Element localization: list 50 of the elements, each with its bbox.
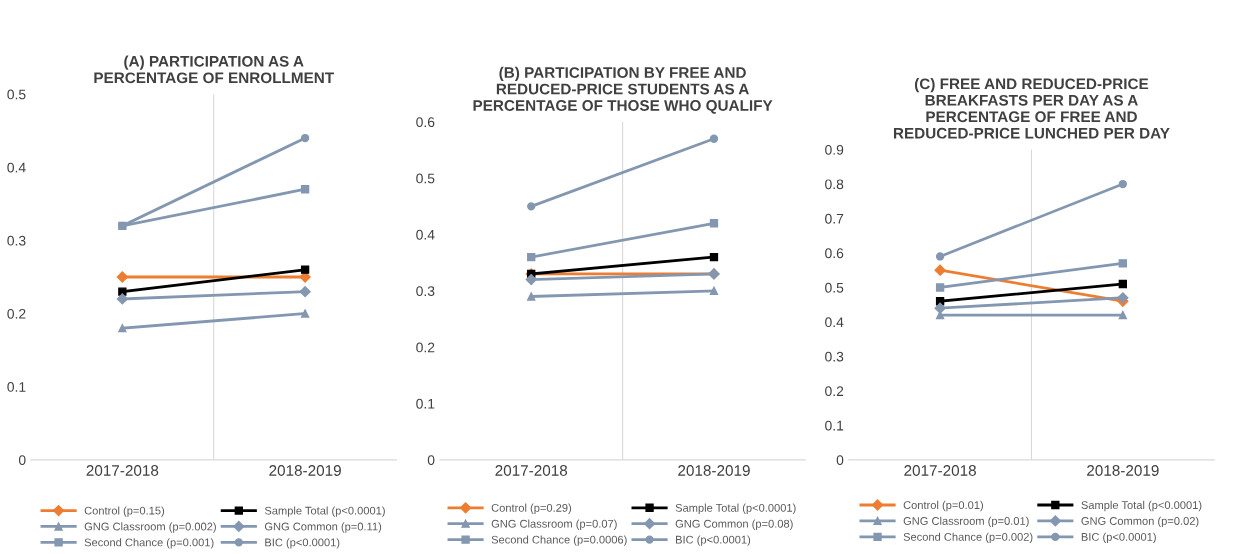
y-tick-label: 0 [18, 455, 26, 465]
chart-title: (A) PARTICIPATION AS A PERCENTAGE OF ENROLLMENT [94, 55, 334, 84]
y-tick-label: 0.1 [825, 420, 844, 431]
y-tick-label: 0.5 [825, 282, 844, 293]
legend-label: BIC (p<0.0001) [1081, 532, 1156, 544]
legend-label: Second Chance (p=0.002) [903, 532, 1033, 544]
y-tick-label: 0.4 [825, 317, 844, 328]
y-tick-label: 0.5 [416, 173, 435, 184]
legend-label: GNG Common (p=0.08) [675, 519, 793, 530]
y-tick-label: 0.6 [416, 117, 435, 128]
y-tick-label: 0.9 [825, 144, 844, 155]
legend-label: Sample Total (p<0.0001) [264, 506, 385, 517]
x-tick-label: 2018-2019 [1087, 465, 1159, 476]
legend-label: Second Chance (p=0.0006) [491, 535, 627, 546]
y-tick-label: 0.7 [825, 213, 844, 224]
legend-label: BIC (p<0.0001) [265, 538, 340, 549]
y-tick-label: 0.3 [7, 235, 26, 246]
legend-label: Control (p=0.01) [903, 500, 984, 512]
y-tick-label: 0.2 [7, 308, 26, 319]
legend-label: GNG Classroom (p=0.01) [903, 516, 1029, 528]
y-tick-label: 0.6 [825, 248, 844, 259]
chart-title: (B) PARTICIPATION BY FREE AND REDUCED-PRICE STUDENTS AS A PERCENTAGE OF THOSE WHO QUALIFY [473, 66, 773, 114]
y-tick-label: 0.4 [7, 162, 26, 173]
legend-label: GNG Common (p=0.11) [264, 522, 382, 533]
legend-label: GNG Classroom (p=0.07) [491, 519, 617, 530]
x-tick-label: 2017-2018 [904, 465, 976, 476]
legend-label: GNG Common (p=0.02) [1081, 516, 1199, 528]
chart-title: (C) FREE AND REDUCED-PRICE BREAKFASTS PER DAY AS A PERCENTAGE OF FREE AND REDUCED-PRICE LUNCHED PER DAY [893, 78, 1170, 139]
y-tick-label: 0.8 [825, 179, 844, 190]
legend-label: Second Chance (p=0.001) [84, 538, 214, 549]
y-tick-label: 0.2 [416, 342, 435, 353]
legend-label: Control (p=0.29) [491, 503, 572, 514]
legend-label: GNG Classroom (p=0.002) [84, 522, 216, 533]
legend-label: Sample Total (p<0.0001) [675, 503, 796, 514]
x-tick-label: 2018-2019 [678, 465, 750, 476]
y-tick-label: 0.3 [416, 286, 435, 297]
y-tick-label: 0 [427, 455, 435, 465]
x-tick-label: 2018-2019 [269, 465, 341, 476]
y-tick-label: 0.5 [7, 89, 26, 100]
y-tick-label: 0.1 [7, 382, 26, 392]
y-tick-label: 0.4 [416, 229, 435, 240]
x-tick-label: 2017-2018 [495, 465, 568, 476]
legend-label: Sample Total (p<0.0001) [1081, 500, 1202, 512]
y-tick-label: 0.1 [416, 398, 435, 409]
x-tick-label: 2017-2018 [86, 465, 159, 476]
legend-label: BIC (p<0.0001) [676, 535, 751, 546]
y-tick-label: 0 [836, 455, 844, 465]
legend-label: Control (p=0.15) [84, 506, 165, 517]
y-tick-label: 0.3 [825, 351, 844, 362]
y-tick-label: 0.2 [825, 386, 844, 397]
